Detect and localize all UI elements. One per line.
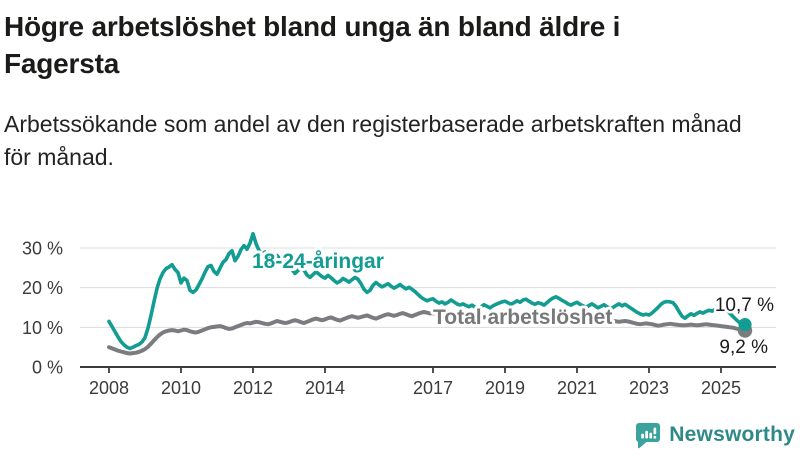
chart-area: 0 % 10 % 20 % 30 % 2008 2010 2012 2014 2017 2019 2… bbox=[0, 213, 800, 418]
exclamation-dot bbox=[653, 435, 657, 439]
newsworthy-icon bbox=[636, 422, 661, 448]
x-axis-tick-label: 2019 bbox=[485, 378, 525, 398]
end-value-label-total: 9,2 % bbox=[719, 337, 768, 358]
bar-1 bbox=[641, 433, 645, 438]
x-axis-tick-label: 2008 bbox=[89, 378, 129, 398]
newsworthy-wordmark: Newsworthy bbox=[669, 423, 795, 446]
series-label-youth: 18-24-åringar bbox=[252, 250, 384, 273]
series-label-total: Total arbetslöshet bbox=[433, 306, 612, 329]
end-value-label-youth: 10,7 % bbox=[715, 295, 774, 316]
y-axis-tick-label: 10 % bbox=[22, 318, 63, 338]
exclamation-bar bbox=[653, 427, 657, 434]
y-axis-tick-label: 0 % bbox=[32, 358, 63, 378]
series-line-total bbox=[107, 309, 747, 356]
x-axis-tick-label: 2025 bbox=[701, 378, 741, 398]
bar-2 bbox=[645, 430, 649, 438]
x-axis-tick-label: 2014 bbox=[305, 378, 345, 398]
y-axis-tick-label: 20 % bbox=[22, 278, 63, 298]
end-dot-youth bbox=[738, 317, 752, 332]
x-axis-tick-label: 2017 bbox=[413, 378, 453, 398]
page-title: Högre arbetslöshet bland unga än bland ä… bbox=[4, 11, 621, 79]
newsworthy-logo: Newsworthy bbox=[635, 421, 795, 449]
x-axis-tick-label: 2021 bbox=[557, 378, 597, 398]
y-axis-tick-label: 30 % bbox=[22, 238, 63, 258]
bubble-left-edge bbox=[636, 422, 642, 442]
x-axis-tick-label: 2010 bbox=[161, 378, 201, 398]
x-axis-tick-label: 2012 bbox=[233, 378, 273, 398]
chart-subtitle: Arbetssökande som andel av den registerb… bbox=[4, 111, 742, 170]
bar-3 bbox=[649, 432, 653, 438]
series-line-youth bbox=[107, 231, 747, 351]
x-axis-tick-label: 2023 bbox=[629, 378, 669, 398]
unemployment-line-chart: 0 % 10 % 20 % 30 % 2008 2010 2012 2014 2017 2019 2… bbox=[22, 231, 777, 398]
